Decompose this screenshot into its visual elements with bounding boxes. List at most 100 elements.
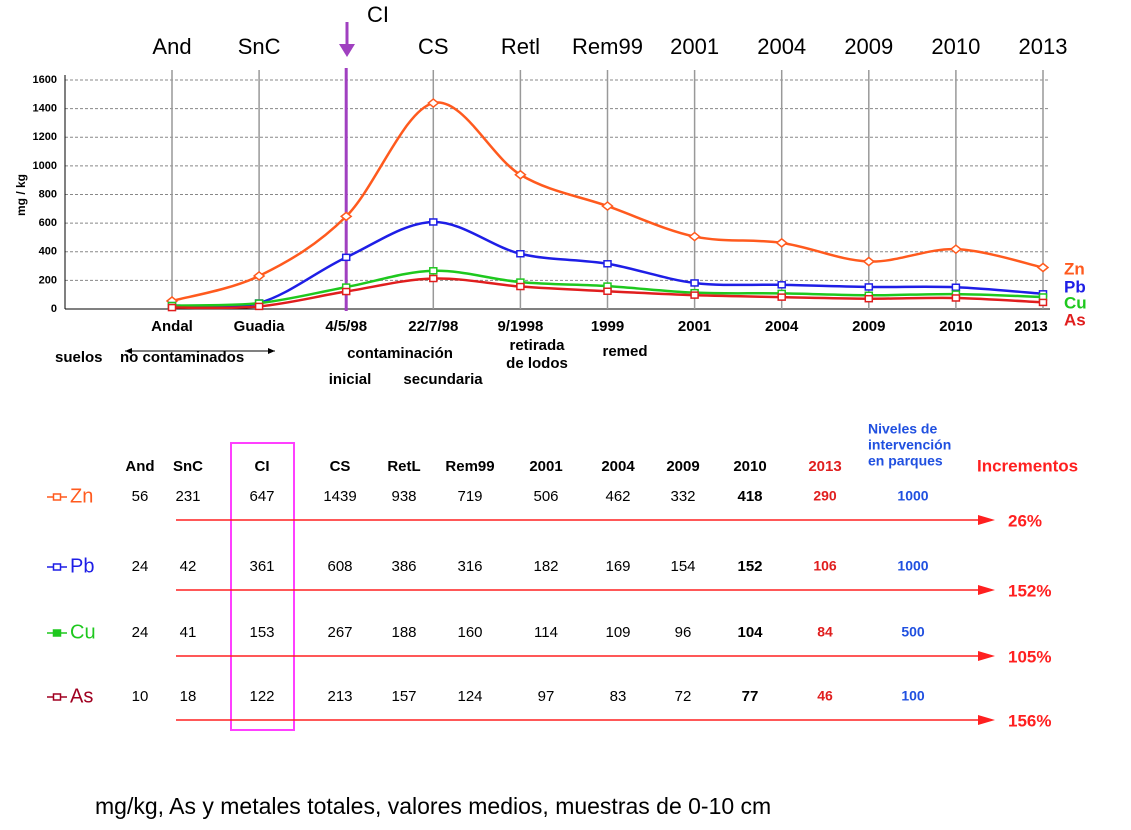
point xyxy=(427,98,440,109)
increment-arrow-head xyxy=(978,715,995,725)
table-cell: 418 xyxy=(737,488,762,505)
top-label: 2009 xyxy=(844,34,893,59)
table-cell: 24 xyxy=(132,624,149,641)
series-line xyxy=(171,101,1044,303)
table-header: 2004 xyxy=(601,458,635,475)
point xyxy=(951,294,961,302)
y-tick-label: 400 xyxy=(39,246,57,258)
table-cell: 122 xyxy=(249,688,274,705)
point xyxy=(862,256,876,267)
marker-label: CI xyxy=(367,2,389,27)
y-tick-label: 1400 xyxy=(33,103,57,115)
levels-cell: 500 xyxy=(901,624,925,640)
table-header: RetL xyxy=(387,458,420,475)
table-cell: 24 xyxy=(132,558,149,575)
table-cell: 160 xyxy=(457,624,482,641)
y-tick-label: 200 xyxy=(39,274,57,286)
x-tick-label: Guadia xyxy=(234,318,286,335)
table-cell: 332 xyxy=(670,488,695,505)
table-cell: 10 xyxy=(132,688,149,705)
row-glyph xyxy=(52,629,62,637)
table-header: SnC xyxy=(173,458,203,475)
y-tick-label: 800 xyxy=(39,188,57,200)
table-cell: 154 xyxy=(670,558,695,575)
top-label: Rem99 xyxy=(572,34,643,59)
row-label: Pb xyxy=(70,555,94,577)
y-tick-label: 1600 xyxy=(33,74,57,86)
table-cell: 77 xyxy=(742,688,759,705)
table-cell: 316 xyxy=(457,558,482,575)
table-cell: 169 xyxy=(605,558,630,575)
levels-cell: 100 xyxy=(901,688,925,704)
point xyxy=(603,260,612,268)
table-header: Rem99 xyxy=(445,458,494,475)
point xyxy=(949,244,963,255)
table-cell: 1439 xyxy=(323,488,356,505)
legend-label: Cu xyxy=(1064,293,1087,312)
row-label: Zn xyxy=(70,485,93,507)
annotation: inicial xyxy=(329,371,372,388)
row-label: Cu xyxy=(70,621,96,643)
top-label: 2004 xyxy=(757,34,806,59)
x-tick-label: 4/5/98 xyxy=(325,318,367,335)
table-cell: 56 xyxy=(132,488,149,505)
table-cell: 18 xyxy=(180,688,197,705)
x-tick-label: 2010 xyxy=(939,318,972,335)
table-cell: 96 xyxy=(675,624,692,641)
legend-label: Zn xyxy=(1064,259,1085,278)
range-arrow-head xyxy=(268,348,275,354)
increment-arrow-head xyxy=(978,515,995,525)
y-tick-label: 1000 xyxy=(33,160,57,172)
increment-value: 105% xyxy=(1008,647,1051,666)
table-cell: 157 xyxy=(391,688,416,705)
increment-value: 152% xyxy=(1008,581,1051,600)
annotation: secundaria xyxy=(403,371,483,388)
annotation: retirada xyxy=(509,337,565,354)
top-label: Retl xyxy=(501,34,540,59)
point xyxy=(339,211,353,222)
point xyxy=(603,287,612,296)
point xyxy=(429,274,438,283)
point xyxy=(1036,262,1050,273)
y-axis-label: mg / kg xyxy=(14,174,28,216)
point xyxy=(864,283,874,291)
table-header: 2013 xyxy=(808,458,841,475)
y-tick-label: 0 xyxy=(51,303,57,315)
point xyxy=(167,303,177,312)
levels-cell: 1000 xyxy=(897,558,928,574)
levels-header: intervención xyxy=(868,437,951,453)
increment-arrow-head xyxy=(978,651,995,661)
table-cell: 109 xyxy=(605,624,630,641)
top-label: SnC xyxy=(238,34,281,59)
top-label: 2001 xyxy=(670,34,719,59)
annotation: de lodos xyxy=(506,355,568,372)
range-arrow-head xyxy=(125,348,132,354)
top-label: CS xyxy=(418,34,449,59)
table-header: And xyxy=(125,458,154,475)
table-cell: 72 xyxy=(675,688,692,705)
table-header: CI xyxy=(255,458,270,475)
point xyxy=(951,283,961,291)
table-header: 2001 xyxy=(529,458,562,475)
table-cell: 83 xyxy=(610,688,627,705)
legend-label: As xyxy=(1064,310,1086,329)
table-cell: 231 xyxy=(175,488,200,505)
x-tick-label: 2013 xyxy=(1014,318,1047,335)
table-cell: 386 xyxy=(391,558,416,575)
x-tick-label: 2009 xyxy=(852,318,885,335)
table-cell: 104 xyxy=(737,624,763,641)
table-cell: 938 xyxy=(391,488,416,505)
point xyxy=(341,287,351,296)
table-cell: 213 xyxy=(327,688,352,705)
row-glyph xyxy=(52,493,62,501)
increment-value: 26% xyxy=(1008,511,1042,530)
table-cell: 46 xyxy=(817,688,833,704)
table-cell: 152 xyxy=(737,558,762,575)
point xyxy=(252,270,266,281)
x-tick-label: 1999 xyxy=(591,318,624,335)
point xyxy=(429,218,438,226)
point xyxy=(514,169,527,180)
levels-cell: 1000 xyxy=(897,488,928,504)
table-cell: 106 xyxy=(813,558,837,574)
